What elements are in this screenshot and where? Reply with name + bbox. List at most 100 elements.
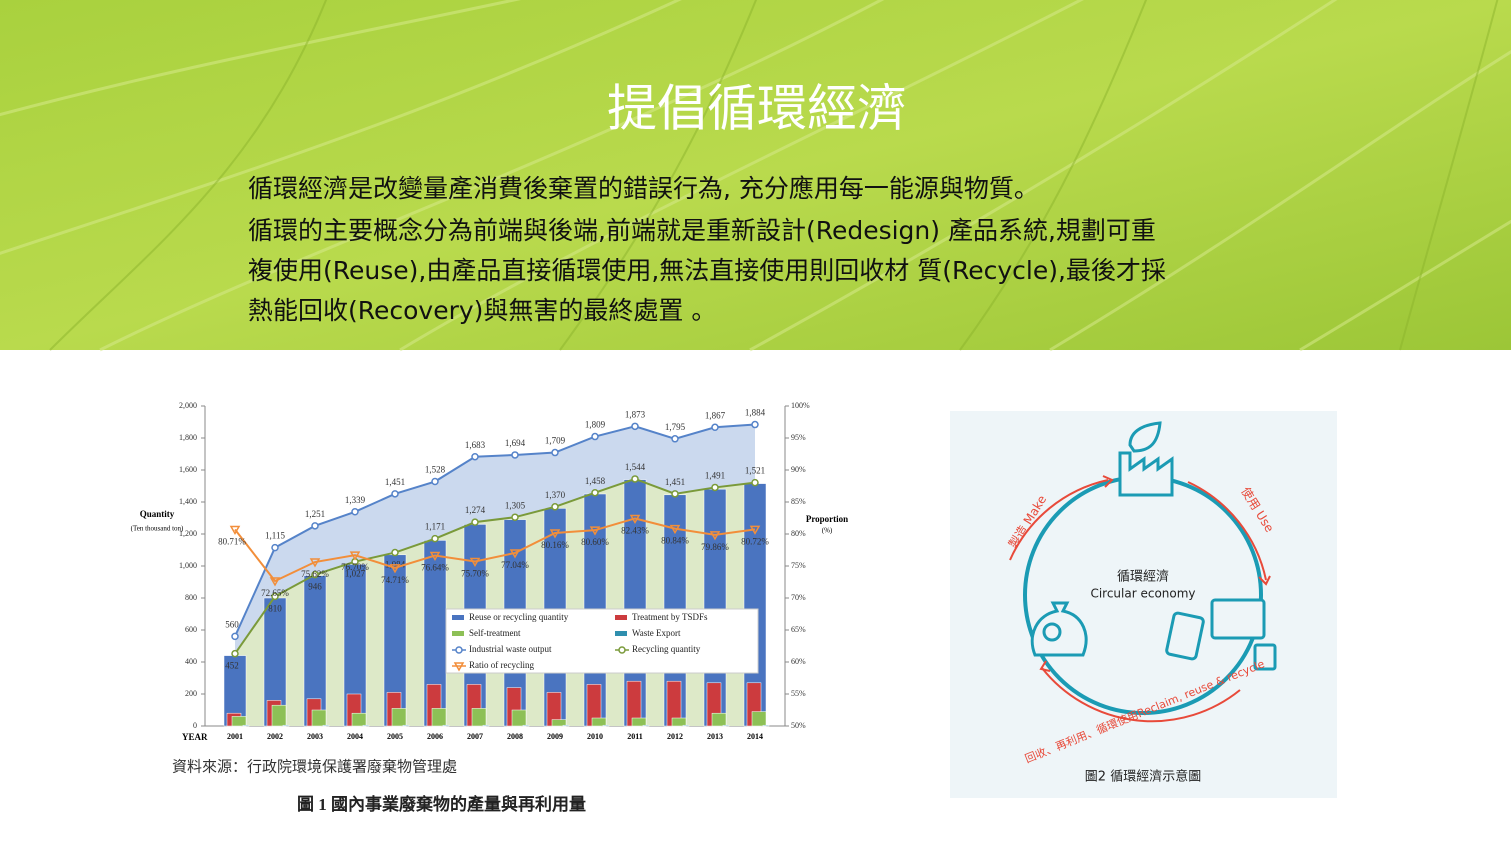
x-tick-label: 2010 [587, 732, 603, 741]
marker [391, 548, 399, 557]
data-label: 1,809 [585, 420, 606, 430]
x-tick-label: 2001 [227, 732, 243, 741]
data-label: 1,867 [705, 410, 726, 420]
marker [269, 577, 281, 587]
data-label: 1,528 [425, 465, 446, 475]
marker [551, 503, 559, 511]
data-label: 74.71% [381, 575, 409, 585]
y2-tick-label: 95% [791, 433, 806, 442]
bar [282, 724, 290, 727]
x-tick-label: 2006 [427, 732, 443, 741]
data-label: 75.62% [301, 569, 329, 579]
data-label: 80.71% [218, 537, 246, 547]
x-tick-label: 2014 [747, 732, 763, 741]
marker [631, 422, 639, 431]
bar [602, 724, 610, 727]
bar [762, 724, 770, 727]
line [234, 423, 756, 637]
legend: Reuse or recycling quantity Treatment by … [445, 608, 759, 674]
y2-axis-label: Proportion [806, 514, 848, 524]
data-label: 75.70% [461, 569, 489, 579]
marker [549, 529, 561, 539]
legend-swatch [452, 631, 464, 636]
y-tick-label: 1,600 [179, 465, 197, 474]
x-tick-label: 2003 [307, 732, 323, 741]
marker [711, 483, 719, 492]
data-label: 1,709 [545, 436, 566, 446]
data-label: 72.65% [261, 588, 289, 598]
marker [711, 423, 719, 432]
data-label: 1,027 [345, 569, 366, 579]
data-label: 1,171 [425, 522, 445, 532]
data-label: 1,694 [505, 438, 526, 448]
legend-label: Industrial waste output [469, 644, 552, 654]
y-axis-sublabel: (Ten thousand ton) [131, 525, 184, 533]
data-label: 810 [268, 603, 282, 613]
paragraph-line: 循環經濟是改變量產消費後棄置的錯誤行為, 充分應用每一能源與物質。 [248, 174, 1039, 203]
marker [309, 558, 321, 568]
marker [591, 488, 599, 497]
y2-tick-label: 70% [791, 593, 806, 602]
data-label: 452 [225, 661, 239, 671]
marker [618, 646, 626, 654]
marker [671, 435, 679, 443]
y2-axis-sublabel: (%) [822, 527, 833, 535]
y2-tick-label: 100% [791, 401, 810, 410]
bar [431, 708, 447, 727]
paragraph-line: 循環的主要概念分為前端與後端,前端就是重新設計(Redesign) 產品系統,規… [248, 216, 1156, 245]
bar [722, 724, 730, 727]
data-label: 1,458 [585, 476, 606, 486]
y-tick-label: 1,200 [179, 529, 197, 538]
data-label: 80.60% [581, 537, 609, 547]
bar [362, 724, 370, 727]
marker [271, 592, 279, 601]
x-tick-label: 2012 [667, 732, 683, 741]
header-background [0, 0, 1511, 352]
y2-tick-label: 75% [791, 561, 806, 570]
data-label: 1,491 [705, 471, 725, 481]
data-label: 1,873 [625, 409, 646, 419]
legend-swatch [615, 631, 627, 636]
marker [229, 525, 241, 535]
diagram: 循環經濟 Circular economy 製造 Make 使用 Use 回收、… [950, 411, 1337, 798]
data-label: 1,305 [505, 500, 526, 510]
bar [351, 712, 367, 727]
bar [402, 724, 410, 727]
bar [511, 709, 527, 727]
bar [562, 724, 570, 727]
legend-label: Self-treatment [469, 628, 521, 638]
bar [242, 724, 250, 727]
marker [751, 478, 759, 487]
marker [351, 508, 359, 516]
data-label: 1,339 [345, 495, 366, 505]
marker [271, 543, 279, 552]
data-label: 77.04% [501, 560, 529, 570]
marker [311, 522, 319, 530]
diagram-center: Circular economy [1090, 587, 1195, 601]
data-label: 80.72% [741, 536, 769, 546]
marker [631, 475, 639, 483]
y2-tick-label: 90% [791, 465, 806, 474]
y-tick-label: 1,400 [179, 497, 197, 506]
marker [389, 564, 401, 574]
data-label: 1,795 [665, 422, 686, 432]
legend-label: Waste Export [632, 628, 681, 638]
data-label: 1,451 [665, 477, 685, 487]
x-tick-label: 2011 [627, 732, 643, 741]
x-tick-label: 2013 [707, 732, 723, 741]
data-label: 560 [225, 619, 239, 629]
y2-tick-label: 50% [791, 721, 806, 730]
y-tick-label: 1,800 [179, 433, 197, 442]
x-tick-label: 2002 [267, 732, 283, 741]
bar [631, 717, 647, 727]
marker [231, 649, 239, 658]
data-label: 80.84% [661, 536, 689, 546]
bar [522, 724, 530, 727]
y2-tick-label: 60% [791, 657, 806, 666]
data-label: 1,451 [385, 477, 405, 487]
x-tick-label: 2004 [347, 732, 363, 741]
bar [551, 719, 567, 727]
marker [511, 513, 519, 521]
bar [642, 724, 650, 727]
legend-box [445, 608, 759, 674]
